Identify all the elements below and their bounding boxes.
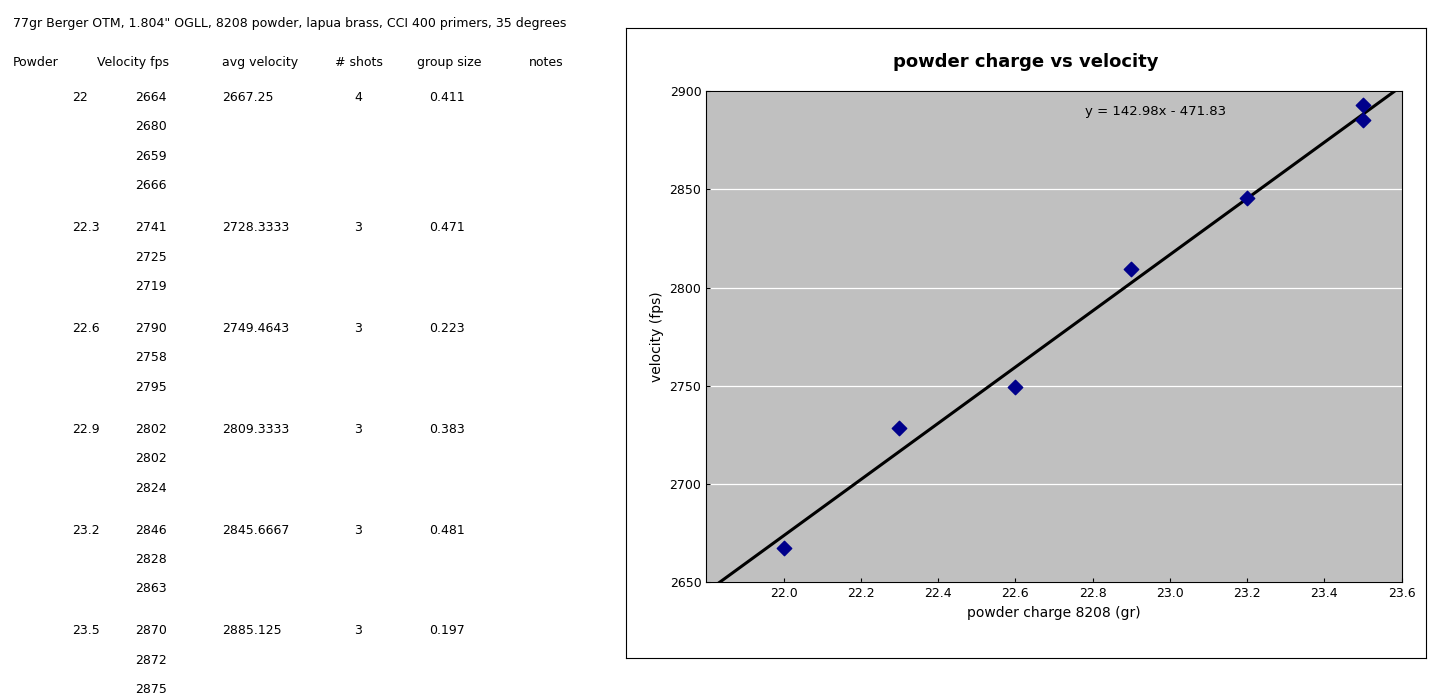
Point <box>772 543 795 554</box>
Text: 2809.3333: 2809.3333 <box>222 423 289 436</box>
Text: 2885.125: 2885.125 <box>222 624 282 638</box>
Text: 0.481: 0.481 <box>429 524 465 537</box>
Text: 0.197: 0.197 <box>429 624 465 638</box>
Text: 0.223: 0.223 <box>429 322 465 335</box>
Text: avg velocity: avg velocity <box>222 56 298 69</box>
Text: 0.411: 0.411 <box>429 91 465 104</box>
Text: 3: 3 <box>354 423 361 436</box>
Text: 2845.6667: 2845.6667 <box>222 524 289 537</box>
Text: 23.5: 23.5 <box>72 624 99 638</box>
Point <box>888 423 912 434</box>
Text: 22: 22 <box>72 91 88 104</box>
Text: 23.2: 23.2 <box>72 524 99 537</box>
Text: 2824: 2824 <box>135 482 166 495</box>
Text: powder charge vs velocity: powder charge vs velocity <box>893 53 1159 71</box>
Text: 3: 3 <box>354 322 361 335</box>
Text: 2828: 2828 <box>135 553 167 566</box>
Text: 2846: 2846 <box>135 524 166 537</box>
Text: 2666: 2666 <box>135 179 166 193</box>
Point <box>1352 99 1375 111</box>
Text: 2758: 2758 <box>135 351 167 365</box>
Text: 3: 3 <box>354 624 361 638</box>
Text: 2872: 2872 <box>135 654 167 667</box>
Text: 2863: 2863 <box>135 582 166 596</box>
Text: group size: group size <box>416 56 481 69</box>
Text: 77gr Berger OTM, 1.804" OGLL, 8208 powder, lapua brass, CCI 400 primers, 35 degr: 77gr Berger OTM, 1.804" OGLL, 8208 powde… <box>13 18 566 31</box>
Text: 2802: 2802 <box>135 452 167 466</box>
Text: 2790: 2790 <box>135 322 167 335</box>
Text: 2795: 2795 <box>135 381 167 394</box>
Text: 0.383: 0.383 <box>429 423 465 436</box>
Text: 2749.4643: 2749.4643 <box>222 322 289 335</box>
Text: 2664: 2664 <box>135 91 166 104</box>
X-axis label: powder charge 8208 (gr): powder charge 8208 (gr) <box>968 606 1140 620</box>
Text: 3: 3 <box>354 524 361 537</box>
Text: 2802: 2802 <box>135 423 167 436</box>
Y-axis label: velocity (fps): velocity (fps) <box>649 291 664 382</box>
Text: 2719: 2719 <box>135 280 166 293</box>
Text: 2680: 2680 <box>135 120 167 134</box>
Text: 2741: 2741 <box>135 221 166 234</box>
Point <box>1120 264 1143 275</box>
Text: 2728.3333: 2728.3333 <box>222 221 289 234</box>
Text: 2870: 2870 <box>135 624 167 638</box>
Point <box>1352 115 1375 126</box>
Text: 4: 4 <box>354 91 361 104</box>
Text: y = 142.98x - 471.83: y = 142.98x - 471.83 <box>1084 105 1225 118</box>
Text: 3: 3 <box>354 221 361 234</box>
Text: notes: notes <box>530 56 564 69</box>
Text: Velocity fps: Velocity fps <box>96 56 168 69</box>
Point <box>1004 382 1027 393</box>
Text: 22.6: 22.6 <box>72 322 99 335</box>
Text: 0.471: 0.471 <box>429 221 465 234</box>
Text: Powder: Powder <box>13 56 58 69</box>
Text: # shots: # shots <box>336 56 383 69</box>
Text: 2875: 2875 <box>135 683 167 696</box>
Text: 22.9: 22.9 <box>72 423 99 436</box>
Point <box>1236 193 1259 204</box>
Text: 2659: 2659 <box>135 150 166 163</box>
Text: 2667.25: 2667.25 <box>222 91 274 104</box>
Text: 22.3: 22.3 <box>72 221 99 234</box>
Text: 2725: 2725 <box>135 251 167 264</box>
